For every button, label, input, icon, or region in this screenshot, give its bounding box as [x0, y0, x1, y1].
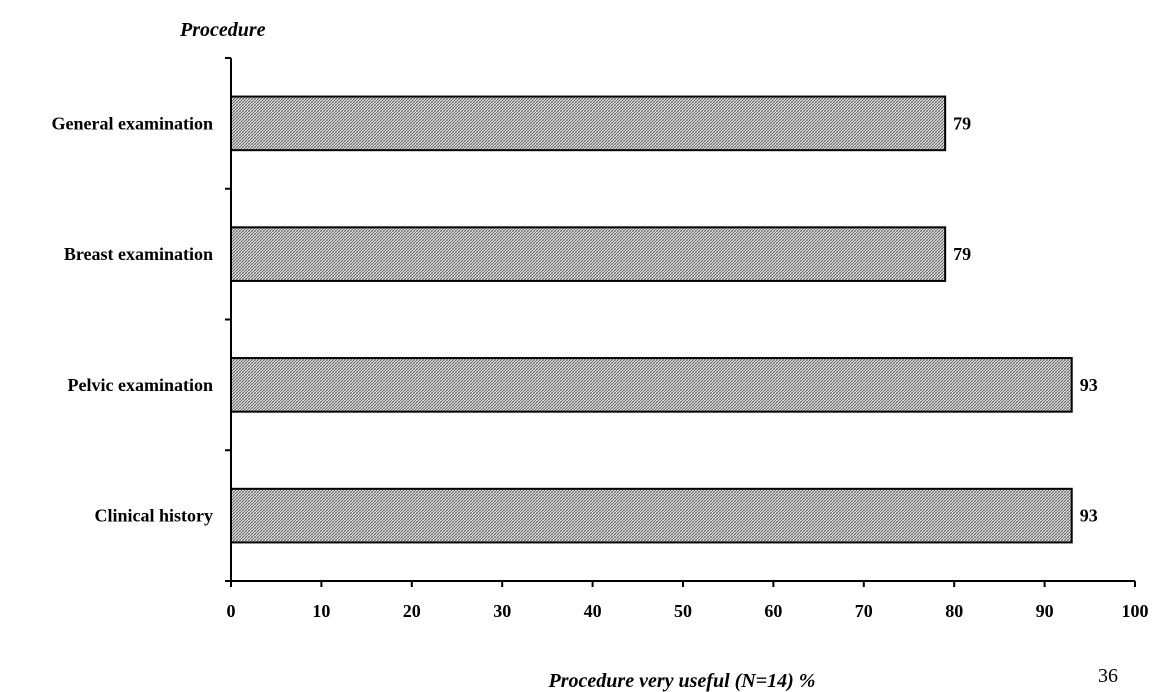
category-label: Breast examination [64, 244, 213, 264]
x-tick-label: 40 [584, 601, 602, 621]
data-label: 93 [1080, 375, 1098, 395]
x-tick-label: 10 [312, 601, 330, 621]
x-axis-title: Procedure very useful (N=14) % [548, 670, 816, 692]
x-tick-label: 30 [493, 601, 511, 621]
x-tick-label: 60 [764, 601, 782, 621]
x-tick-label: 80 [945, 601, 963, 621]
page-number: 36 [1098, 665, 1118, 687]
x-tick-label: 70 [855, 601, 873, 621]
bar [230, 226, 947, 282]
category-label: General examination [52, 113, 213, 133]
data-labels: 93 93 79 79 [953, 113, 1098, 525]
data-label: 93 [1080, 506, 1098, 526]
y-axis-ticks [225, 57, 231, 582]
data-label: 79 [953, 244, 971, 264]
x-tick-label: 20 [403, 601, 421, 621]
bar [230, 95, 947, 152]
category-labels: Clinical history Pelvic examination Breast… [52, 113, 213, 525]
x-tick-label: 50 [674, 601, 692, 621]
x-axis-ticks: 0 10 20 30 40 50 60 70 80 90 100 [227, 581, 1149, 621]
category-label: Clinical history [94, 506, 213, 526]
y-axis-title: Procedure [179, 19, 266, 41]
bars [230, 95, 1073, 544]
bar [230, 357, 1073, 413]
category-label: Pelvic examination [68, 375, 213, 395]
x-tick-label: 100 [1122, 601, 1149, 621]
bar [230, 487, 1073, 544]
data-label: 79 [953, 113, 971, 133]
x-tick-label: 90 [1036, 601, 1054, 621]
x-tick-label: 0 [227, 601, 236, 621]
